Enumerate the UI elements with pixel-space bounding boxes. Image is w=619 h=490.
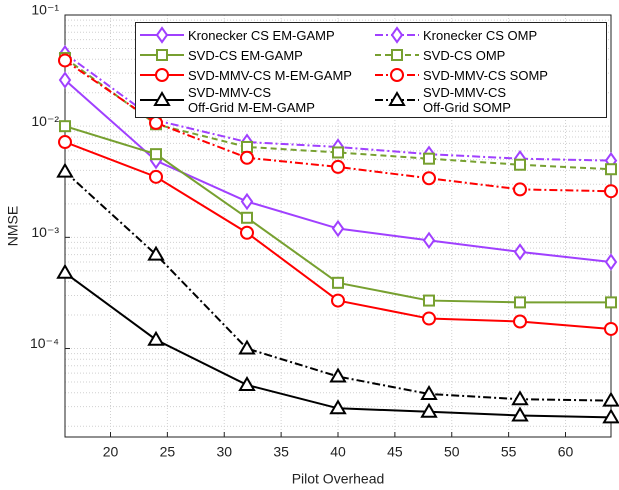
x-tick-label: 40 [330,444,346,460]
marker [147,330,165,346]
marker [388,91,406,106]
legend-item: Kronecker CS OMP [371,25,606,45]
marker [150,148,162,161]
marker [331,159,345,174]
marker [602,391,619,407]
legend-item: Kronecker CS EM-GAMP [136,25,371,45]
marker [332,146,344,159]
marker [241,211,253,224]
legend-label: SVD-CS OMP [423,47,506,63]
marker [604,321,618,336]
marker [149,115,163,130]
marker [329,367,347,383]
marker [513,182,527,197]
marker [602,408,619,424]
legend-label: SVD-MMV-CS Off-Grid SOMP [423,85,511,115]
marker [422,311,436,326]
legend-swatch [140,91,184,106]
legend-item: SVD-MMV-CS Off-Grid M-EM-GAMP [136,85,371,115]
marker [422,171,436,186]
marker [390,26,404,44]
legend-label: Kronecker CS EM-GAMP [188,27,335,43]
legend-label: SVD-MMV-CS SOMP [423,67,548,83]
marker [241,140,253,153]
x-tick-label: 60 [558,444,574,460]
marker [511,406,529,422]
marker [513,243,527,261]
legend-label: SVD-CS EM-GAMP [188,47,303,63]
x-tick-label: 20 [103,444,119,460]
marker [331,219,345,238]
marker [56,263,74,279]
legend-swatch [375,26,419,44]
marker [391,49,403,61]
legend-label: SVD-MMV-CS Off-Grid M-EM-GAMP [188,85,315,115]
marker [604,253,618,271]
marker [514,296,526,309]
y-tick-label: 10⁻⁴ [30,335,59,351]
y-tick-label: 10⁻³ [31,224,59,240]
legend-swatch [375,68,419,82]
legend-swatch [140,26,184,44]
marker [605,296,617,309]
legend: Kronecker CS EM-GAMP Kronecker CS OMP SVD-… [135,22,607,118]
marker [390,68,404,82]
marker [240,192,254,211]
marker [58,71,72,89]
x-tick-label: 50 [444,444,460,460]
marker [329,399,347,415]
x-tick-label: 55 [501,444,517,460]
legend-label: Kronecker CS OMP [423,27,538,43]
legend-item: SVD-MMV-CS SOMP [371,65,606,85]
x-axis-label: Pilot Overhead [292,471,385,487]
marker [240,150,254,165]
marker [605,163,617,176]
marker [238,375,256,391]
y-axis-label: NMSE [5,206,21,246]
marker [59,120,71,133]
marker [240,225,254,240]
x-tick-label: 35 [273,444,289,460]
marker [149,169,163,184]
marker [238,339,256,355]
marker [423,152,435,165]
marker [511,390,529,406]
marker [155,26,169,44]
y-tick-label: 10⁻² [31,113,59,129]
x-tick-label: 45 [387,444,403,460]
legend-swatch [140,49,184,61]
marker [153,91,171,106]
y-tick-label: 10⁻¹ [31,2,59,18]
marker [156,49,168,61]
marker [422,231,436,250]
legend-item: SVD-CS OMP [371,45,606,65]
legend-item: SVD-CS EM-GAMP [136,45,371,65]
x-tick-label: 30 [216,444,232,460]
marker [420,384,438,400]
marker [155,68,169,82]
marker [56,162,74,178]
x-tick-label: 25 [160,444,176,460]
marker [58,135,72,150]
marker [147,245,165,261]
plot-frame [64,14,612,438]
legend-swatch [140,68,184,82]
marker [514,158,526,171]
legend-item: SVD-MMV-CS Off-Grid SOMP [371,85,606,115]
marker [513,314,527,329]
legend-label: SVD-MMV-CS M-EM-GAMP [188,67,352,83]
legend-item: SVD-MMV-CS M-EM-GAMP [136,65,371,85]
marker [331,293,345,308]
marker [332,276,344,289]
marker [420,402,438,418]
marker [604,184,618,199]
marker [58,53,72,68]
legend-swatch [375,91,419,106]
marker [423,294,435,307]
legend-swatch [375,49,419,61]
